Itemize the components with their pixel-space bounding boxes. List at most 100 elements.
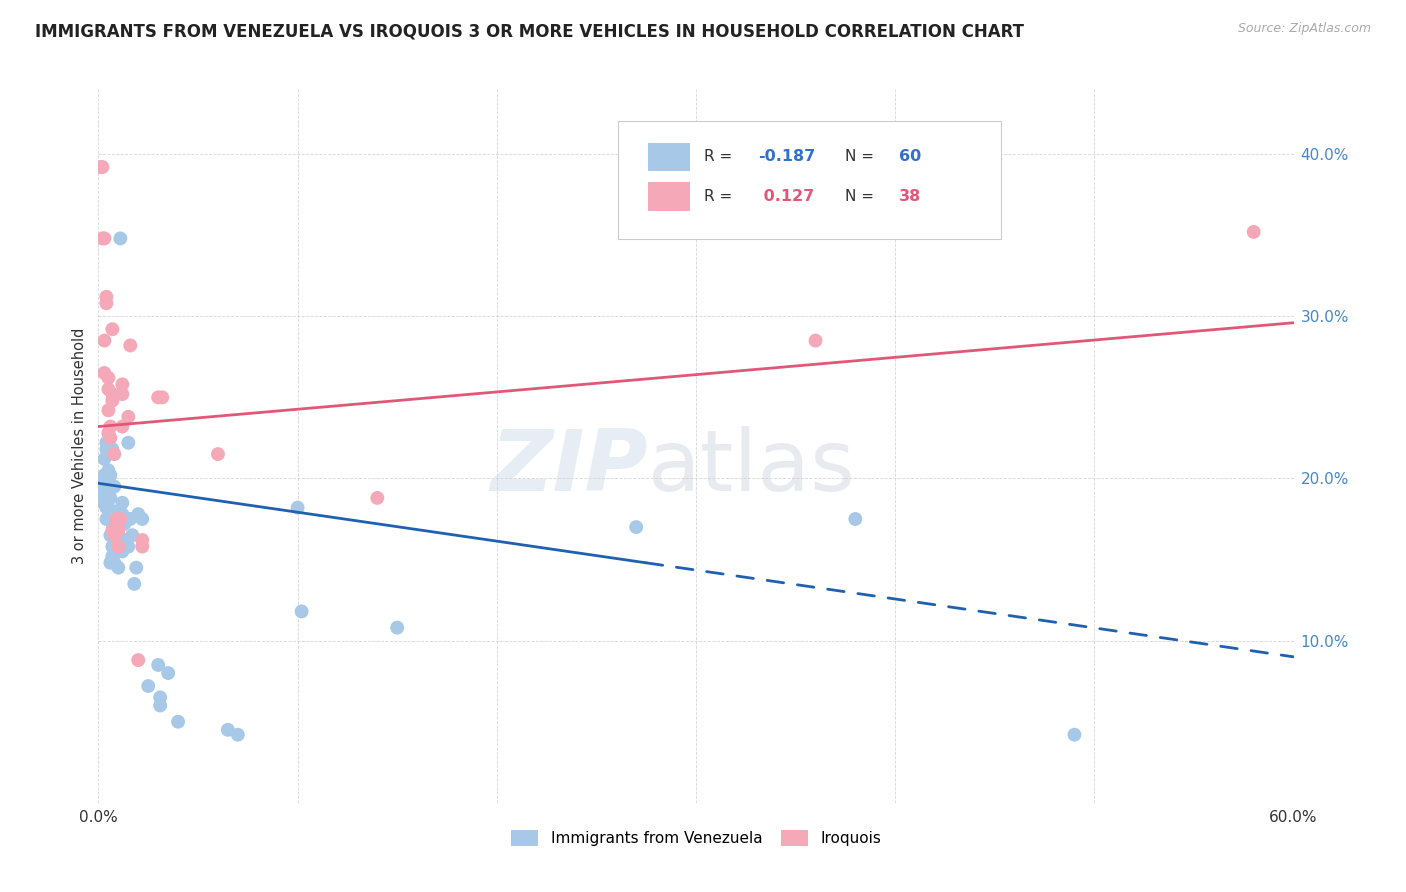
Point	[148, 657, 170, 672]
Text: N =: N =	[845, 150, 879, 164]
Point	[117, 409, 139, 424]
Point	[107, 544, 129, 558]
Point	[120, 338, 142, 352]
Point	[157, 666, 180, 681]
Point	[91, 160, 114, 174]
Point	[93, 488, 115, 502]
Point	[124, 577, 146, 591]
Text: N =: N =	[845, 189, 879, 203]
Point	[97, 425, 120, 440]
Text: 60: 60	[900, 150, 921, 164]
Point	[111, 387, 134, 401]
Point	[111, 507, 134, 521]
Point	[97, 371, 120, 385]
Point	[366, 491, 388, 505]
Point	[111, 419, 134, 434]
Point	[103, 479, 125, 493]
Point	[150, 390, 173, 404]
Point	[101, 524, 124, 538]
Point	[97, 403, 120, 417]
Point	[101, 540, 124, 554]
Point	[804, 334, 827, 348]
Point	[127, 653, 149, 667]
Point	[117, 540, 139, 554]
Point	[96, 442, 118, 457]
Point	[93, 231, 115, 245]
Point	[105, 533, 128, 547]
Point	[103, 556, 125, 570]
Legend: Immigrants from Venezuela, Iroquois: Immigrants from Venezuela, Iroquois	[505, 824, 887, 852]
Text: R =: R =	[704, 150, 738, 164]
Point	[97, 463, 120, 477]
Point	[121, 528, 143, 542]
Point	[385, 621, 409, 635]
Point	[117, 435, 139, 450]
Point	[131, 512, 153, 526]
Point	[217, 723, 239, 737]
Point	[98, 431, 122, 445]
Point	[844, 512, 866, 526]
Text: R =: R =	[704, 189, 738, 203]
Point	[107, 504, 129, 518]
Point	[91, 475, 114, 489]
Point	[626, 520, 648, 534]
Point	[167, 714, 190, 729]
Point	[96, 500, 118, 515]
Text: Source: ZipAtlas.com: Source: ZipAtlas.com	[1237, 22, 1371, 36]
Text: -0.187: -0.187	[758, 150, 815, 164]
Point	[93, 468, 115, 483]
Point	[111, 544, 134, 558]
Point	[131, 540, 153, 554]
Point	[98, 419, 122, 434]
Point	[148, 390, 170, 404]
Point	[107, 524, 129, 538]
Point	[110, 512, 132, 526]
Point	[93, 496, 115, 510]
Point	[96, 435, 118, 450]
Point	[103, 447, 125, 461]
Text: ZIP: ZIP	[491, 425, 648, 509]
Point	[120, 512, 142, 526]
Text: 38: 38	[900, 189, 921, 203]
Point	[136, 679, 159, 693]
Point	[101, 393, 124, 408]
Point	[111, 496, 134, 510]
Point	[207, 447, 229, 461]
Point	[149, 690, 172, 705]
Point	[101, 387, 124, 401]
Point	[98, 468, 122, 483]
Point	[89, 160, 111, 174]
Point	[111, 377, 134, 392]
Point	[112, 533, 135, 547]
Point	[98, 528, 122, 542]
FancyBboxPatch shape	[619, 121, 1001, 239]
Point	[96, 290, 118, 304]
Point	[107, 540, 129, 554]
Point	[101, 516, 124, 531]
Point	[226, 728, 249, 742]
Point	[97, 500, 120, 515]
Y-axis label: 3 or more Vehicles in Household: 3 or more Vehicles in Household	[72, 328, 87, 564]
Point	[96, 296, 118, 310]
Point	[101, 549, 124, 564]
Point	[101, 528, 124, 542]
Point	[93, 366, 115, 380]
FancyBboxPatch shape	[648, 143, 690, 171]
Point	[98, 556, 122, 570]
Point	[90, 484, 112, 499]
Point	[1063, 728, 1085, 742]
Point	[291, 604, 314, 618]
Point	[96, 512, 118, 526]
Point	[97, 478, 120, 492]
Point	[97, 382, 120, 396]
Point	[127, 507, 149, 521]
Point	[98, 491, 122, 505]
Point	[103, 528, 125, 542]
Point	[93, 452, 115, 467]
Point	[93, 334, 115, 348]
Point	[97, 488, 120, 502]
Point	[287, 500, 309, 515]
Point	[125, 560, 148, 574]
Point	[97, 475, 120, 489]
Text: atlas: atlas	[648, 425, 856, 509]
